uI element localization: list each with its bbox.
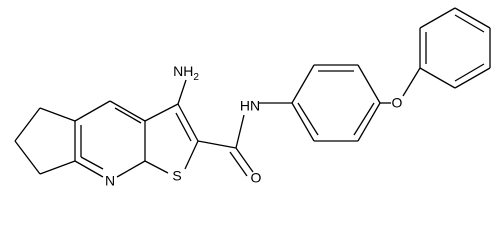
bonds [14, 7, 491, 178]
atom-label: HN [240, 98, 260, 114]
atom-label: O [251, 170, 262, 186]
atom-label: N [105, 173, 115, 189]
atom-label: NH [173, 63, 193, 79]
structure: NH2 HN O O N S [14, 7, 491, 189]
atom-label: S [172, 168, 181, 184]
atom-subscript: 2 [193, 72, 199, 83]
atom-label: NH2 [173, 63, 199, 83]
atom-label: O [392, 95, 403, 111]
